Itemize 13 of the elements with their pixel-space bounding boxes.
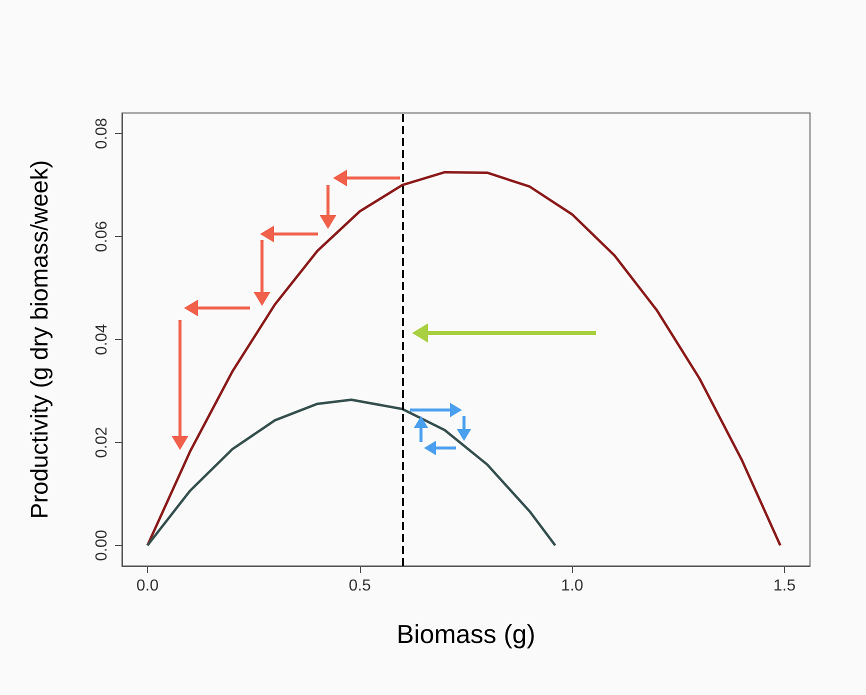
x-tick-label: 0.0 bbox=[136, 578, 159, 594]
line-series bbox=[146, 170, 782, 547]
line-series bbox=[146, 398, 556, 547]
x-axis-title: Biomass (g) bbox=[396, 619, 536, 649]
y-tick-label: 0.06 bbox=[94, 220, 110, 252]
y-tick-label: 0.02 bbox=[94, 426, 110, 458]
x-tick-label: 1.0 bbox=[561, 578, 584, 594]
y-tick-label: 0.04 bbox=[94, 324, 110, 356]
y-axis-title: Productivity (g dry biomass/week) bbox=[26, 160, 54, 519]
x-tick-label: 1.5 bbox=[773, 578, 796, 594]
x-tick-label: 0.5 bbox=[348, 578, 372, 594]
y-tick-label: 0.00 bbox=[94, 530, 110, 561]
y-tick-label: 0.08 bbox=[94, 118, 110, 150]
